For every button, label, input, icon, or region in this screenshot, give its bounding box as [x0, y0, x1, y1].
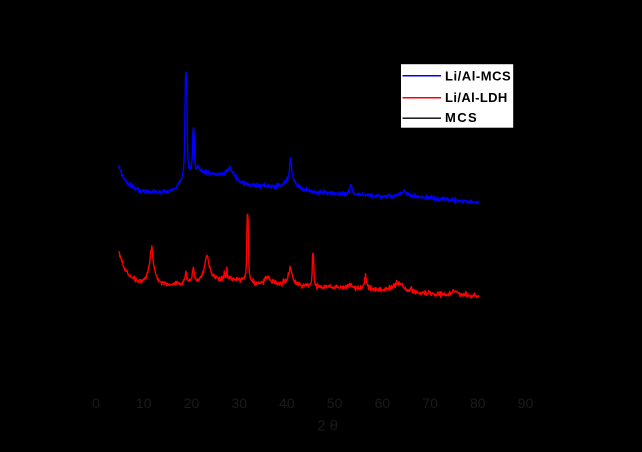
svg-text:10: 10: [136, 395, 152, 411]
svg-text:30: 30: [231, 395, 247, 411]
svg-text:50: 50: [327, 395, 343, 411]
svg-text:20: 20: [184, 395, 200, 411]
svg-text:40: 40: [279, 395, 295, 411]
svg-text:0: 0: [92, 395, 100, 411]
svg-text:60: 60: [375, 395, 391, 411]
svg-text:80: 80: [470, 395, 486, 411]
svg-text:90: 90: [518, 395, 534, 411]
svg-text:70: 70: [422, 395, 438, 411]
svg-text:Li/Al-MCS: Li/Al-MCS: [445, 69, 511, 84]
svg-text:2 θ: 2 θ: [317, 418, 338, 435]
svg-text:MCS: MCS: [445, 110, 477, 125]
svg-text:Li/Al-LDH: Li/Al-LDH: [445, 90, 508, 105]
